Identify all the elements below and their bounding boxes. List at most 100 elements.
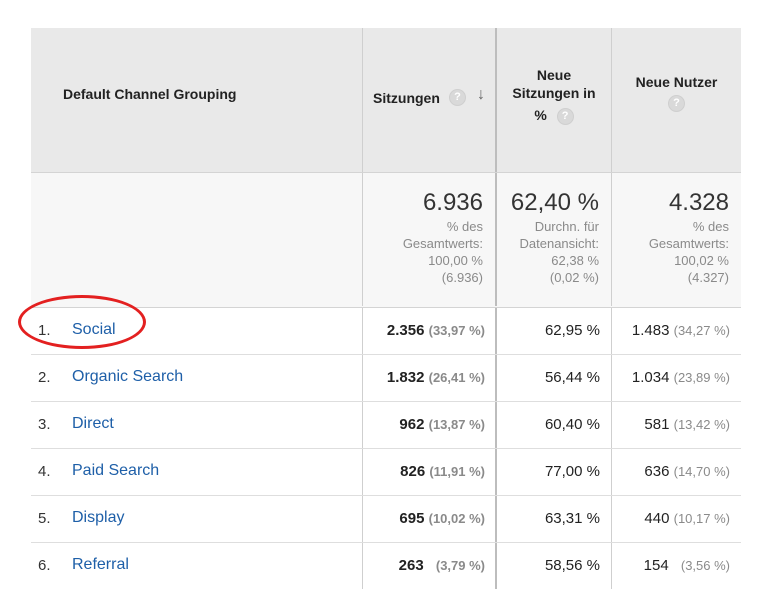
column-divider [495, 496, 497, 542]
sessions-value: 826 [400, 463, 426, 480]
new-sessions-pct-cell: 63,31 % [544, 510, 600, 527]
new-users-cell: 1.034 (23,89 %) [632, 369, 730, 386]
total-note: 100,00 % [428, 253, 483, 268]
channel-link[interactable]: Paid Search [72, 462, 160, 479]
sessions-cell: 826 (11,91 %) [400, 463, 485, 480]
column-divider [362, 173, 363, 306]
sessions-cell: 1.832 (26,41 %) [387, 369, 485, 386]
column-divider [611, 543, 612, 589]
total-note: 100,02 % [674, 253, 729, 268]
header-line-with-help: % ? [497, 106, 611, 125]
sessions-pct: (11,91 %) [429, 464, 485, 479]
column-divider [495, 308, 497, 354]
channel-link[interactable]: Organic Search [72, 368, 184, 385]
column-divider [362, 449, 363, 495]
sessions-value: 2.356 [386, 322, 425, 339]
new-sessions-pct-cell: 58,56 % [544, 557, 600, 574]
header-line: Neue [536, 67, 572, 83]
table-row: 6. Referral 263 (3,79 %) 58,56 % 154 (3,… [31, 543, 741, 589]
total-note: 62,38 % [551, 253, 599, 268]
total-new-users: 4.328 % des Gesamtwerts: 100,02 % (4.327… [649, 188, 729, 286]
new-users-pct: (3,56 %) [680, 558, 730, 573]
sessions-pct: (10,02 %) [428, 511, 485, 526]
table-row: 4. Paid Search 826 (11,91 %) 77,00 % 636… [31, 449, 741, 496]
help-icon[interactable]: ? [449, 89, 466, 106]
new-users-pct: (14,70 %) [673, 464, 730, 479]
sort-descending-icon[interactable]: ↓ [477, 86, 485, 103]
table-header: Default Channel Grouping Sitzungen ? ↓ N… [31, 28, 741, 172]
column-divider [495, 543, 497, 589]
channel-table: Default Channel Grouping Sitzungen ? ↓ N… [31, 28, 741, 589]
total-note: (6.936) [441, 270, 483, 285]
help-icon[interactable]: ? [556, 107, 574, 125]
new-users-value: 154 [643, 557, 669, 574]
sessions-pct: (3,79 %) [435, 558, 485, 573]
column-divider [495, 28, 497, 172]
total-note: % des [446, 219, 483, 234]
sessions-pct: (33,97 %) [428, 323, 485, 338]
new-users-value: 581 [644, 416, 670, 433]
new-users-value: 1.034 [631, 369, 670, 386]
column-header-new-sessions-pct[interactable]: Neue Sitzungen in % ? [497, 66, 611, 125]
table-row: 3. Direct 962 (13,87 %) 60,40 % 581 (13,… [31, 402, 741, 449]
column-header-new-users[interactable]: Neue Nutzer ? [612, 74, 741, 112]
column-divider [611, 402, 612, 448]
column-header-channel-grouping[interactable]: Default Channel Grouping [63, 86, 237, 102]
sessions-pct: (13,87 %) [428, 417, 485, 432]
column-divider [362, 355, 363, 401]
column-divider [362, 28, 363, 172]
total-value: 4.328 [668, 189, 729, 216]
sessions-cell: 962 (13,87 %) [399, 416, 485, 433]
new-users-value: 1.483 [631, 322, 670, 339]
column-divider [611, 173, 612, 306]
column-divider [611, 355, 612, 401]
new-users-pct: (23,89 %) [673, 370, 730, 385]
total-sessions: 6.936 % des Gesamtwerts: 100,00 % (6.936… [403, 188, 483, 286]
new-users-pct: (13,42 %) [673, 417, 730, 432]
row-rank: 4. [38, 463, 51, 480]
total-note: Durchn. für [534, 219, 599, 234]
row-rank: 5. [38, 510, 51, 527]
help-icon[interactable]: ? [668, 94, 685, 112]
column-divider [362, 496, 363, 542]
totals-row: 6.936 % des Gesamtwerts: 100,00 % (6.936… [31, 172, 741, 308]
column-divider [495, 402, 497, 448]
new-users-value: 636 [644, 463, 670, 480]
sessions-value: 263 [398, 557, 424, 574]
total-value: 62,40 % [510, 189, 599, 216]
channel-link[interactable]: Display [72, 509, 125, 526]
header-label: Neue Nutzer [635, 74, 718, 90]
total-note: Datenansicht: [519, 236, 600, 251]
table-row: 2. Organic Search 1.832 (26,41 %) 56,44 … [31, 355, 741, 402]
table-row: 5. Display 695 (10,02 %) 63,31 % 440 (10… [31, 496, 741, 543]
new-users-pct: (34,27 %) [673, 323, 730, 338]
row-rank: 2. [38, 369, 51, 386]
total-note: (0,02 %) [549, 270, 599, 285]
channel-link[interactable]: Referral [72, 556, 129, 573]
header-line: Sitzungen in [512, 85, 596, 101]
total-note: (4.327) [687, 270, 729, 285]
new-users-cell: 581 (13,42 %) [644, 416, 730, 433]
sessions-value: 1.832 [386, 369, 425, 386]
column-divider [611, 449, 612, 495]
total-value: 6.936 [422, 189, 483, 216]
new-sessions-pct-cell: 60,40 % [544, 416, 600, 433]
new-users-pct: (10,17 %) [673, 511, 730, 526]
new-sessions-pct-cell: 77,00 % [544, 463, 600, 480]
column-divider [611, 496, 612, 542]
new-users-cell: 154 (3,56 %) [644, 557, 730, 574]
column-header-sessions[interactable]: Sitzungen [373, 90, 440, 106]
column-divider [362, 402, 363, 448]
total-new-sessions-pct: 62,40 % Durchn. für Datenansicht: 62,38 … [511, 188, 599, 286]
channel-link[interactable]: Direct [72, 415, 114, 432]
total-note: % des [692, 219, 729, 234]
new-users-cell: 1.483 (34,27 %) [632, 322, 730, 339]
column-divider [495, 355, 497, 401]
total-note: Gesamtwerts: [402, 236, 483, 251]
new-sessions-pct-cell: 56,44 % [544, 369, 600, 386]
highlight-circle-annotation [18, 295, 146, 349]
column-divider [611, 28, 612, 172]
column-divider [362, 308, 363, 354]
sessions-cell: 263 (3,79 %) [399, 557, 485, 574]
new-users-cell: 440 (10,17 %) [644, 510, 730, 527]
